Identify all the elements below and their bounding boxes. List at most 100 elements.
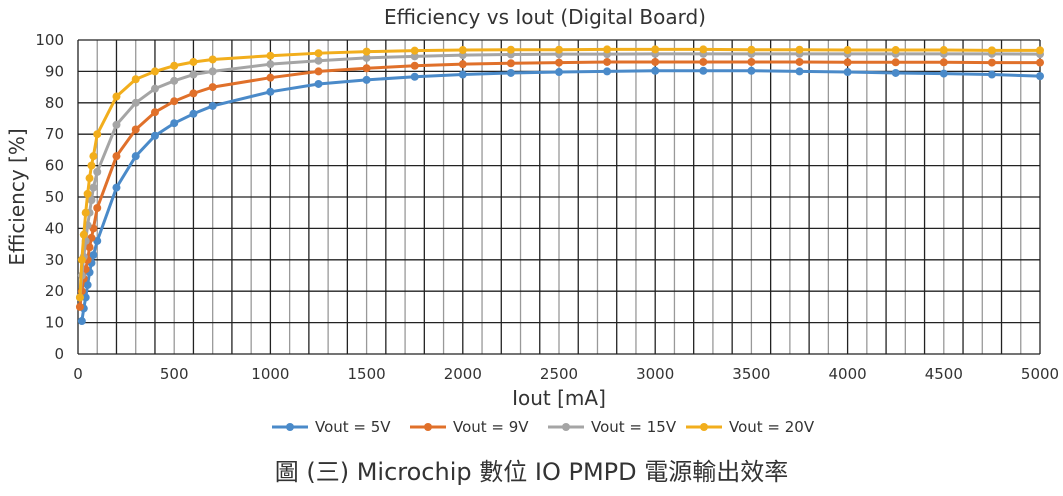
data-point [208,55,217,64]
data-point [112,183,121,192]
x-tick-label: 1000 [251,365,289,383]
data-point [266,51,275,60]
data-point [83,189,92,198]
x-tick-label: 4500 [925,365,963,383]
data-point [170,76,179,85]
series-line [78,52,1041,298]
data-point [89,251,98,260]
data-point [747,66,756,75]
data-point [1036,72,1044,81]
y-axis-label: Efficiency [%] [5,128,29,265]
data-point [603,67,612,76]
data-point [87,161,96,170]
data-point [93,167,102,176]
data-point [314,49,323,58]
legend-label: Vout = 9V [453,418,529,436]
y-tick-label: 40 [45,219,64,237]
data-point [112,92,121,101]
figure-caption: 圖 (三) Microchip 數位 IO PMPD 電源輸出效率 [274,458,789,486]
data-point [410,52,419,61]
data-point [651,57,660,66]
y-tick-label: 100 [35,31,64,49]
data-point [89,183,98,192]
y-tick-label: 20 [45,282,64,300]
data-point [77,255,86,264]
data-point [410,46,419,55]
data-point [75,293,84,302]
data-point [987,46,996,55]
data-point [81,208,90,217]
data-point [131,75,140,84]
data-point [843,68,852,77]
data-point [362,53,371,62]
data-point [458,46,467,55]
y-tick-label: 30 [45,251,64,269]
data-point [170,61,179,70]
data-point [93,203,102,212]
data-point [939,69,948,78]
data-point [314,56,323,65]
legend-marker [700,423,708,431]
data-point [410,61,419,70]
data-point [362,47,371,56]
data-point [89,152,98,161]
legend-label: Vout = 5V [315,418,391,436]
data-point [555,68,563,77]
x-tick-label: 3000 [636,365,674,383]
data-point [651,66,660,75]
data-point [266,87,275,96]
data-point [699,45,708,54]
x-tick-label: 2500 [540,365,578,383]
x-axis-label: Iout [mA] [512,386,606,410]
y-tick-label: 80 [45,94,64,112]
data-point [150,108,159,117]
data-point [891,46,900,55]
legend-marker [562,423,570,431]
data-point [131,152,140,161]
data-point [1036,46,1044,55]
series-line [80,69,1041,322]
y-tick-label: 70 [45,125,64,143]
data-point [458,60,467,69]
data-point [603,57,612,66]
data-point [362,64,371,73]
data-point [795,67,804,76]
data-point [1036,58,1044,67]
data-point [170,119,179,128]
data-point [112,120,121,129]
data-point [112,152,121,161]
data-point [314,67,323,76]
data-point [699,66,708,75]
data-point [843,46,852,55]
data-point [891,58,900,67]
legend-marker [286,423,294,431]
y-tick-label: 90 [45,62,64,80]
data-point [987,70,996,79]
data-point [795,45,804,54]
data-point [189,109,198,118]
data-point [410,72,419,81]
data-point [555,58,563,67]
y-tick-label: 60 [45,157,64,175]
data-point [77,317,86,326]
data-point [314,79,323,88]
data-point [208,101,217,110]
data-point [85,174,94,183]
data-point [93,130,102,139]
y-tick-label: 50 [45,188,64,206]
data-point [131,125,140,134]
data-point [506,68,515,77]
data-point [189,70,198,79]
data-point [747,45,756,54]
data-point [651,45,660,54]
data-point [458,70,467,79]
data-point [87,196,96,205]
data-point [79,230,88,239]
data-point [939,46,948,55]
series-line [78,60,1040,308]
data-point [506,45,515,54]
data-point [81,293,90,302]
data-point [150,84,159,93]
x-tick-label: 500 [160,365,189,383]
x-tick-label: 2000 [444,365,482,383]
